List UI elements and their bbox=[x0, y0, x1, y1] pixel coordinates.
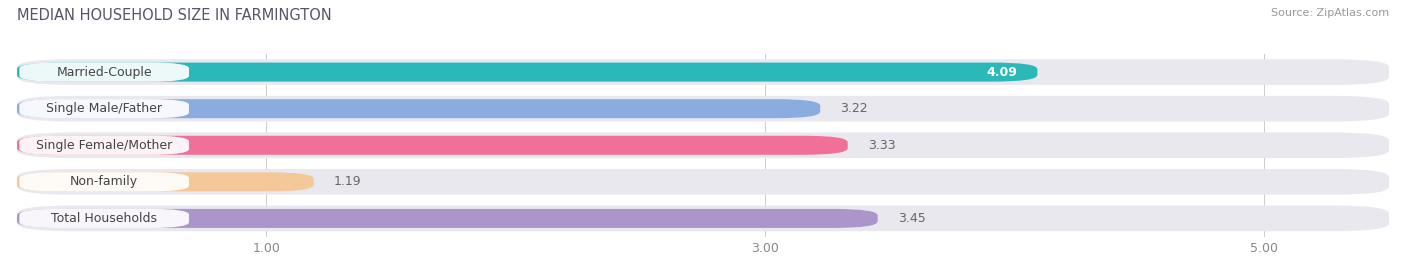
Text: 3.22: 3.22 bbox=[841, 102, 868, 115]
FancyBboxPatch shape bbox=[17, 172, 314, 191]
FancyBboxPatch shape bbox=[17, 63, 1038, 82]
FancyBboxPatch shape bbox=[17, 136, 848, 155]
FancyBboxPatch shape bbox=[17, 206, 1389, 231]
Text: Source: ZipAtlas.com: Source: ZipAtlas.com bbox=[1271, 8, 1389, 18]
FancyBboxPatch shape bbox=[17, 169, 1389, 195]
Text: Married-Couple: Married-Couple bbox=[56, 66, 152, 79]
Text: 3.45: 3.45 bbox=[897, 212, 925, 225]
FancyBboxPatch shape bbox=[17, 59, 1389, 85]
Text: 1.19: 1.19 bbox=[333, 175, 361, 188]
FancyBboxPatch shape bbox=[17, 99, 820, 118]
FancyBboxPatch shape bbox=[20, 172, 188, 192]
FancyBboxPatch shape bbox=[20, 62, 188, 82]
Text: Non-family: Non-family bbox=[70, 175, 138, 188]
FancyBboxPatch shape bbox=[17, 96, 1389, 122]
FancyBboxPatch shape bbox=[20, 136, 188, 155]
FancyBboxPatch shape bbox=[20, 99, 188, 118]
Text: Total Households: Total Households bbox=[51, 212, 157, 225]
FancyBboxPatch shape bbox=[17, 132, 1389, 158]
Text: 4.09: 4.09 bbox=[987, 66, 1018, 79]
Text: MEDIAN HOUSEHOLD SIZE IN FARMINGTON: MEDIAN HOUSEHOLD SIZE IN FARMINGTON bbox=[17, 8, 332, 23]
Text: Single Male/Father: Single Male/Father bbox=[46, 102, 162, 115]
FancyBboxPatch shape bbox=[20, 209, 188, 228]
FancyBboxPatch shape bbox=[17, 209, 877, 228]
Text: 3.33: 3.33 bbox=[868, 139, 896, 152]
Text: Single Female/Mother: Single Female/Mother bbox=[37, 139, 173, 152]
